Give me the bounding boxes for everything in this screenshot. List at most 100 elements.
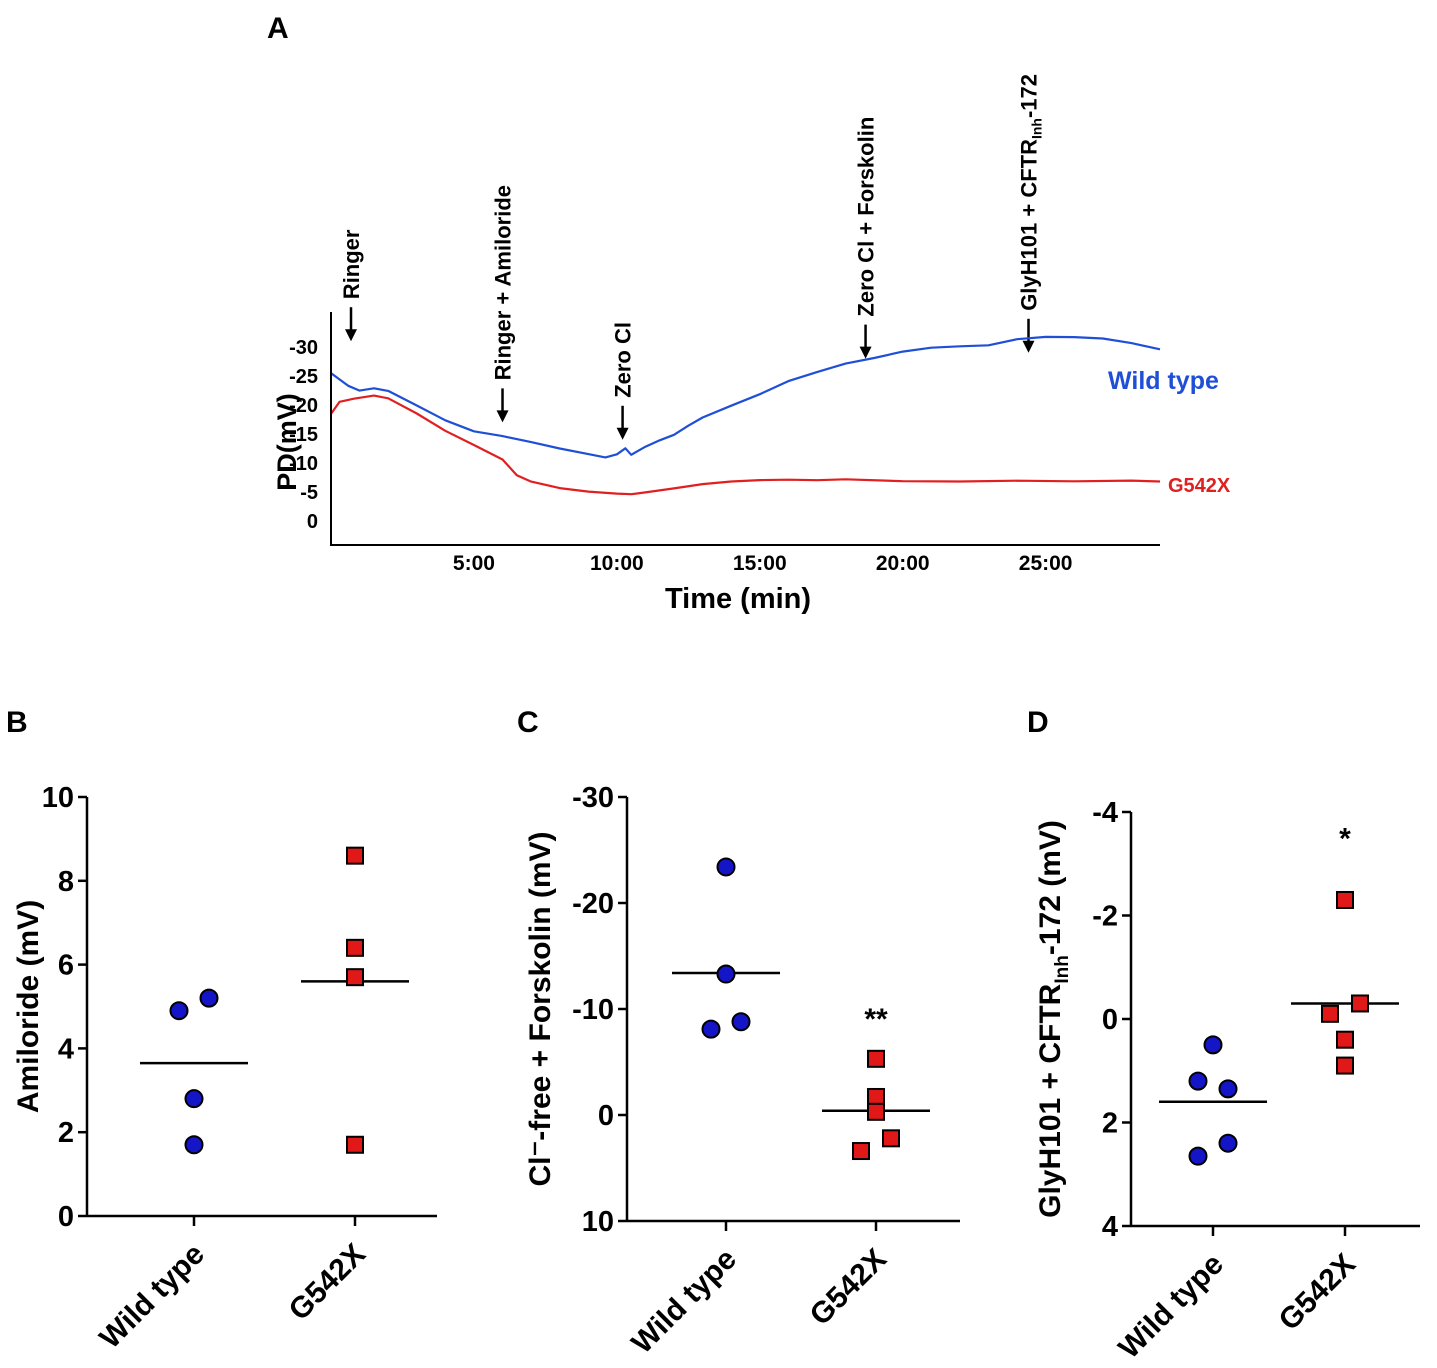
significance-mark: ** bbox=[864, 1003, 888, 1036]
panel-letter: D bbox=[1027, 706, 1049, 739]
panel-a-y-label: PD(mV) bbox=[272, 393, 302, 491]
y-tick-label: -4 bbox=[1092, 797, 1118, 829]
panel-a-x-tick-label: 10:00 bbox=[590, 552, 644, 575]
annotation-label: Zero Cl bbox=[611, 322, 636, 398]
y-tick-label: 0 bbox=[598, 1100, 614, 1132]
panel-b: B 0 2 4 6 8 10 Wild type G542X Amiloride (mV) bbox=[6, 706, 437, 1355]
g542x-point bbox=[346, 846, 364, 865]
x-category-label: G542X bbox=[1273, 1248, 1362, 1337]
y-tick-label: 4 bbox=[58, 1033, 74, 1065]
y-tick-label: 2 bbox=[1102, 1108, 1118, 1140]
annotation-label-tail: -172 bbox=[1017, 74, 1042, 118]
g542x-point bbox=[852, 1142, 870, 1161]
annotation-arrow-head bbox=[616, 427, 629, 440]
annotation-label: GlyH101 + CFTRInh-172 bbox=[1017, 74, 1045, 311]
y-axis-title: GlyH101 + CFTRInh-172 (mV) bbox=[1034, 820, 1073, 1218]
g542x-point bbox=[346, 968, 364, 987]
annotation-label: Ringer bbox=[339, 229, 364, 299]
wild-type-point bbox=[1218, 1133, 1238, 1153]
legend-wild-type: Wild type bbox=[1108, 367, 1219, 395]
y-axis-title-text: GlyH101 + CFTR bbox=[1034, 983, 1067, 1218]
panel-a-letter: A bbox=[267, 12, 289, 45]
x-category-label: G542X bbox=[804, 1243, 893, 1332]
y-tick-label: -30 bbox=[572, 782, 614, 814]
g542x-point bbox=[1336, 1056, 1354, 1075]
x-category-label: Wild type bbox=[626, 1243, 743, 1360]
panel-a-x-label: Time (min) bbox=[665, 583, 811, 615]
panel-a-y-tick-label: -30 bbox=[289, 337, 318, 359]
legend-g542x: G542X bbox=[1168, 475, 1231, 497]
wild-type-point bbox=[716, 964, 736, 984]
x-category-label: Wild type bbox=[94, 1238, 211, 1355]
annotation-arrow-head bbox=[496, 410, 509, 423]
wild-type-point bbox=[1203, 1035, 1223, 1055]
y-tick-label: -20 bbox=[572, 888, 614, 920]
annotation-label: Zero Cl + Forskolin bbox=[854, 117, 879, 317]
annotation-label-text: Zero Cl bbox=[611, 322, 636, 398]
panel-letter: B bbox=[6, 706, 28, 739]
panel-letter: C bbox=[517, 706, 539, 739]
y-tick-label: 0 bbox=[1102, 1004, 1118, 1036]
y-tick-label: 6 bbox=[58, 950, 74, 982]
y-tick-label: 4 bbox=[1102, 1211, 1118, 1243]
x-category-label: G542X bbox=[283, 1238, 372, 1327]
panel-a-x-tick-label: 20:00 bbox=[876, 552, 930, 575]
y-axis-title: Amiloride (mV) bbox=[12, 900, 45, 1113]
y-tick-label: 10 bbox=[42, 782, 74, 814]
wild-type-point bbox=[701, 1019, 721, 1039]
wild-type-point bbox=[1188, 1071, 1208, 1091]
panel-c: C -30 -20 -10 0 10 Wild type G542X Cl⁻-free + Fo… bbox=[517, 706, 960, 1360]
g542x-point bbox=[1336, 1030, 1354, 1049]
y-axis-title-tail: -172 (mV) bbox=[1034, 820, 1067, 955]
annotation-label-text: Ringer bbox=[339, 229, 364, 299]
panel-a-y-tick-label: -15 bbox=[289, 424, 318, 446]
g542x-point bbox=[882, 1129, 900, 1148]
wild-type-point bbox=[1188, 1146, 1208, 1166]
g542x-point bbox=[867, 1049, 885, 1068]
significance-mark: * bbox=[1339, 823, 1351, 856]
panel-a-y-tick-label: -20 bbox=[289, 395, 318, 417]
panel-a-x-tick-label: 5:00 bbox=[453, 552, 495, 575]
annotation-arrow-head bbox=[859, 346, 872, 359]
y-axis-title: Cl⁻-free + Forskolin (mV) bbox=[524, 831, 557, 1186]
g542x-point bbox=[346, 1135, 364, 1154]
g542x-trace bbox=[330, 394, 1161, 496]
g542x-point bbox=[867, 1087, 885, 1106]
y-tick-label: -2 bbox=[1092, 901, 1118, 933]
wild-type-point bbox=[199, 988, 219, 1008]
g542x-point bbox=[346, 938, 364, 957]
wild-type-point bbox=[716, 857, 736, 877]
wild-type-point bbox=[184, 1089, 204, 1109]
y-tick-label: 2 bbox=[58, 1117, 74, 1149]
y-axis-title-text: Cl⁻-free + Forskolin (mV) bbox=[524, 831, 557, 1186]
panel-a-y-tick-label: -10 bbox=[289, 453, 318, 475]
annotation-label-sub: Inh bbox=[1029, 118, 1045, 139]
annotation-label-text: Ringer + Amiloride bbox=[491, 185, 516, 380]
panel-d: D -4 -2 0 2 4 Wild type G542X GlyH101 + CFTRInh-… bbox=[1027, 706, 1420, 1365]
panel-a: A Ringer Ringer + Amiloride Zero Cl Zero Cl… bbox=[267, 12, 1231, 615]
panel-a-y-tick-label: 0 bbox=[307, 511, 318, 533]
annotation-arrow-head bbox=[345, 329, 358, 342]
annotation-label-text: Zero Cl + Forskolin bbox=[854, 117, 879, 317]
y-axis-title-text: Amiloride (mV) bbox=[12, 900, 45, 1113]
wild-type-point bbox=[169, 1001, 189, 1021]
y-tick-label: 8 bbox=[58, 866, 74, 898]
panel-a-x-tick-label: 25:00 bbox=[1019, 552, 1073, 575]
wild-type-point bbox=[1218, 1079, 1238, 1099]
wild-type-trace bbox=[330, 335, 1161, 459]
y-axis-title-sub: Inh bbox=[1052, 955, 1073, 984]
panel-a-x-tick-label: 15:00 bbox=[733, 552, 787, 575]
g542x-point bbox=[1336, 890, 1354, 909]
annotation-label: Ringer + Amiloride bbox=[491, 185, 516, 380]
wild-type-point bbox=[731, 1012, 751, 1032]
annotation-arrow-head bbox=[1022, 340, 1035, 353]
wild-type-point bbox=[184, 1135, 204, 1155]
panel-a-y-tick-label: -25 bbox=[289, 366, 318, 388]
y-tick-label: 0 bbox=[58, 1201, 74, 1233]
y-tick-label: 10 bbox=[582, 1206, 614, 1238]
annotation-label-text: GlyH101 + CFTR bbox=[1017, 139, 1042, 311]
g542x-point bbox=[867, 1102, 885, 1121]
y-tick-label: -10 bbox=[572, 994, 614, 1026]
x-category-label: Wild type bbox=[1113, 1248, 1230, 1365]
